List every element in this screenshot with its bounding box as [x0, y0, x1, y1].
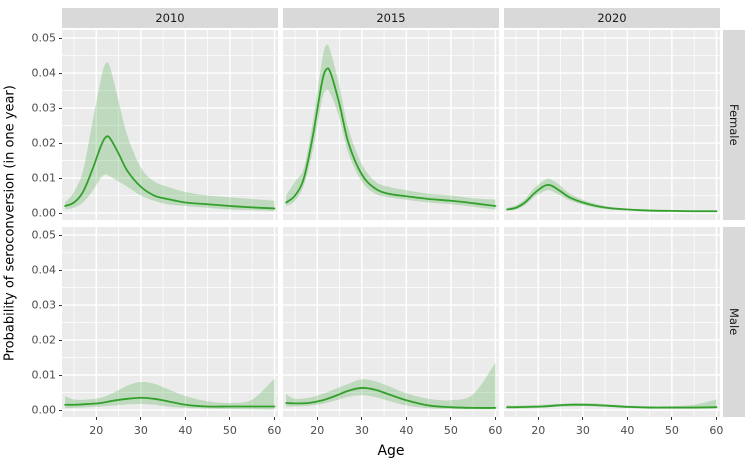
facet-strip-2010: 2010 [62, 8, 278, 28]
facet-strip-2015: 2015 [283, 8, 499, 28]
x-tick-label: 30 [133, 424, 148, 437]
confidence-ribbon [286, 44, 496, 210]
y-tick-label: 0.00 [31, 403, 57, 417]
confidence-ribbon [65, 61, 275, 212]
x-axis-tick [361, 417, 363, 420]
facet-strip-female: Female [723, 30, 745, 220]
y-tick-label: 0.05 [31, 228, 57, 242]
x-tick-label: 50 [443, 424, 458, 437]
x-tick-label: 60 [709, 424, 724, 437]
facet-panel-2020-male [504, 227, 720, 417]
x-tick-label: 40 [399, 424, 414, 437]
facet-panel-2020-female [504, 30, 720, 220]
x-axis-tick [229, 417, 231, 420]
x-tick-label: 60 [488, 424, 503, 437]
trend-line [285, 67, 497, 207]
x-axis-tick [450, 417, 452, 420]
y-axis-tick [59, 269, 62, 271]
y-tick-label: 0.02 [31, 136, 57, 150]
facet-panel-2010-female [62, 30, 278, 220]
x-axis-tick [316, 417, 318, 420]
y-tick-label: 0.00 [31, 206, 57, 220]
x-axis-tick [184, 417, 186, 420]
trend-line [64, 135, 276, 210]
x-axis-tick [626, 417, 628, 420]
x-tick-label: 30 [575, 424, 590, 437]
x-tick-label: 60 [267, 424, 282, 437]
x-tick-label: 40 [178, 424, 193, 437]
x-tick-label: 30 [354, 424, 369, 437]
trend-line [506, 183, 718, 213]
x-tick-label: 50 [664, 424, 679, 437]
y-axis-tick [59, 374, 62, 376]
x-axis-tick [582, 417, 584, 420]
y-axis-tick [59, 107, 62, 109]
y-tick-label: 0.02 [31, 333, 57, 347]
confidence-ribbon [507, 399, 717, 409]
y-axis-tick [59, 72, 62, 74]
y-tick-label: 0.01 [31, 171, 57, 185]
trend-line [64, 396, 276, 408]
y-axis-tick [59, 339, 62, 341]
x-axis-tick [405, 417, 407, 420]
y-axis-tick [59, 304, 62, 306]
x-axis-title: Age [377, 443, 405, 459]
facet-panel-2015-female [283, 30, 499, 220]
facet-strip-male: Male [723, 227, 745, 417]
y-tick-label: 0.04 [31, 263, 57, 277]
x-axis-tick [671, 417, 673, 420]
y-axis-tick [59, 37, 62, 39]
confidence-ribbon [65, 378, 275, 410]
y-axis-tick [59, 409, 62, 411]
x-axis-tick [537, 417, 539, 420]
y-tick-label: 0.04 [31, 66, 57, 80]
trend-line [285, 387, 497, 409]
facet-panel-2015-male [283, 227, 499, 417]
x-tick-label: 20 [89, 424, 104, 437]
y-tick-label: 0.03 [31, 101, 57, 115]
x-axis-tick [494, 417, 496, 420]
x-axis-tick [273, 417, 275, 420]
y-axis-tick [59, 234, 62, 236]
x-axis-tick [715, 417, 717, 420]
facet-panel-2010-male [62, 227, 278, 417]
x-tick-label: 20 [531, 424, 546, 437]
trend-line [506, 403, 718, 409]
x-tick-label: 50 [222, 424, 237, 437]
y-axis-tick [59, 142, 62, 144]
y-axis-title: Probability of seroconversion (in one ye… [2, 85, 18, 362]
y-tick-label: 0.05 [31, 31, 57, 45]
x-axis-tick [140, 417, 142, 420]
confidence-ribbon [507, 178, 717, 212]
x-axis-tick [95, 417, 97, 420]
facet-strip-2020: 2020 [504, 8, 720, 28]
y-axis-tick [59, 177, 62, 179]
x-tick-label: 20 [310, 424, 325, 437]
y-tick-label: 0.01 [31, 368, 57, 382]
confidence-ribbon [286, 362, 496, 410]
y-axis-tick [59, 212, 62, 214]
y-tick-label: 0.03 [31, 298, 57, 312]
x-tick-label: 40 [620, 424, 635, 437]
